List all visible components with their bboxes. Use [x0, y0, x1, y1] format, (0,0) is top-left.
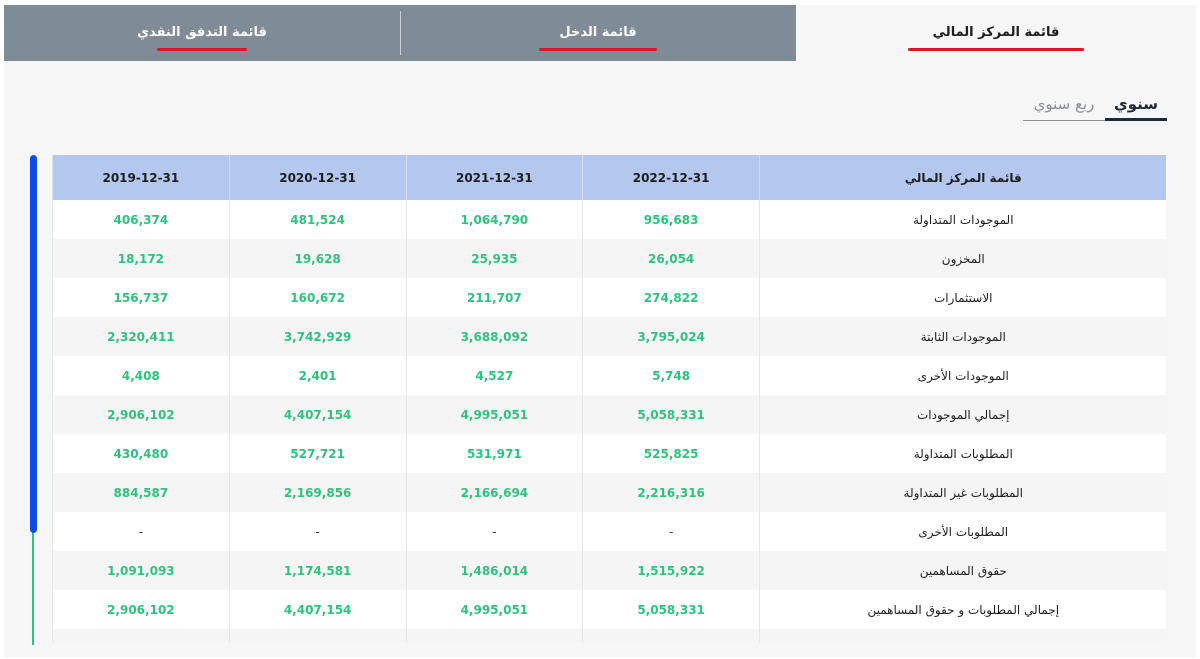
row-value: 2,166,694 [405, 473, 583, 512]
row-value: 2,216,316 [582, 473, 760, 512]
period-annual-tab[interactable]: سنوي [1105, 95, 1167, 121]
scroll-thumb[interactable] [30, 155, 37, 533]
financial-statements-panel: قائمة المركز المالي قائمة الدخل قائمة ال… [4, 5, 1196, 657]
row-value [582, 629, 760, 643]
table-header-row: قائمة المركز المالي 2022-12-31 2021-12-3… [52, 155, 1166, 200]
row-value: 26,054 [582, 239, 760, 278]
table-row: إجمالي الموجودات 5,058,331 4,995,051 4,407,… [52, 395, 1166, 434]
row-value: 430,480 [52, 434, 230, 473]
table-row: المطلوبات غير المتداولة 2,216,316 2,166,69… [52, 473, 1166, 512]
header-date: 2020-12-31 [228, 155, 406, 200]
tab-balance-sheet[interactable]: قائمة المركز المالي [796, 5, 1196, 61]
tab-cash-flow[interactable]: قائمة التدفق النقدي [4, 5, 400, 61]
table-row [52, 629, 1166, 643]
tab-divider [400, 11, 401, 55]
table-row: حقوق المساهمين 1,515,922 1,486,014 1,174,58… [52, 551, 1166, 590]
row-value: 2,906,102 [52, 590, 230, 629]
row-value: 2,906,102 [52, 395, 230, 434]
row-value: 5,058,331 [582, 395, 760, 434]
balance-sheet-table: قائمة المركز المالي 2022-12-31 2021-12-3… [52, 155, 1166, 643]
row-label: الموجودات الثابتة [759, 317, 1166, 356]
row-value: 19,628 [228, 239, 406, 278]
row-value: 4,407,154 [228, 590, 406, 629]
row-value: 1,515,922 [582, 551, 760, 590]
row-value: 2,169,856 [228, 473, 406, 512]
table-row: المطلوبات الأخرى - - - - [52, 512, 1166, 551]
table-row: الموجودات المتداولة 956,683 1,064,790 481,5… [52, 200, 1166, 239]
row-label: المطلوبات غير المتداولة [759, 473, 1166, 512]
row-value: 884,587 [52, 473, 230, 512]
row-value: 3,795,024 [582, 317, 760, 356]
row-value: 2,401 [228, 356, 406, 395]
row-value: 3,688,092 [405, 317, 583, 356]
statement-tabs: قائمة المركز المالي قائمة الدخل قائمة ال… [4, 5, 1196, 61]
row-value: 5,058,331 [582, 590, 760, 629]
row-value: 527,721 [228, 434, 406, 473]
header-date: 2019-12-31 [52, 155, 230, 200]
table-row: المطلوبات المتداولة 525,825 531,971 527,721… [52, 434, 1166, 473]
row-value [52, 629, 230, 643]
row-label: إجمالي الموجودات [759, 395, 1166, 434]
row-label: الموجودات الأخرى [759, 356, 1166, 395]
row-label: الموجودات المتداولة [759, 200, 1166, 239]
tab-active-underline [908, 48, 1084, 51]
row-value: 3,742,929 [228, 317, 406, 356]
row-value: 5,748 [582, 356, 760, 395]
row-value: 4,407,154 [228, 395, 406, 434]
balance-sheet-table-container: قائمة المركز المالي 2022-12-31 2021-12-3… [52, 155, 1166, 643]
row-value: 1,064,790 [405, 200, 583, 239]
row-value: 1,091,093 [52, 551, 230, 590]
table-row: المخزون 26,054 25,935 19,628 18,172 [52, 239, 1166, 278]
row-value: 531,971 [405, 434, 583, 473]
row-value: 4,995,051 [405, 395, 583, 434]
row-label [759, 629, 1166, 643]
row-value: - [228, 512, 406, 551]
row-value: 2,320,411 [52, 317, 230, 356]
row-label: المطلوبات الأخرى [759, 512, 1166, 551]
table-row: إجمالي المطلوبات و حقوق المساهمين 5,058,3… [52, 590, 1166, 629]
row-value [405, 629, 583, 643]
row-label: الاستثمارات [759, 278, 1166, 317]
row-label: إجمالي المطلوبات و حقوق المساهمين [759, 590, 1166, 629]
row-value: 4,995,051 [405, 590, 583, 629]
tab-cash-flow-underline [157, 48, 247, 51]
table-row: الموجودات الأخرى 5,748 4,527 2,401 4,408 [52, 356, 1166, 395]
row-value: 274,822 [582, 278, 760, 317]
tab-income-statement[interactable]: قائمة الدخل [400, 5, 796, 61]
row-label: المطلوبات المتداولة [759, 434, 1166, 473]
row-value: 211,707 [405, 278, 583, 317]
table-body: الموجودات المتداولة 956,683 1,064,790 481,5… [52, 200, 1166, 643]
table-row: الموجودات الثابتة 3,795,024 3,688,092 3,742… [52, 317, 1166, 356]
row-value: 525,825 [582, 434, 760, 473]
row-label: حقوق المساهمين [759, 551, 1166, 590]
row-value: 25,935 [405, 239, 583, 278]
tab-income-statement-label: قائمة الدخل [559, 24, 637, 40]
table-row: الاستثمارات 274,822 211,707 160,672 156,737 [52, 278, 1166, 317]
row-value: - [405, 512, 583, 551]
row-value: 18,172 [52, 239, 230, 278]
row-value [228, 629, 406, 643]
row-value: 156,737 [52, 278, 230, 317]
row-value: 406,374 [52, 200, 230, 239]
row-value: 956,683 [582, 200, 760, 239]
row-value: 1,174,581 [228, 551, 406, 590]
row-value: - [582, 512, 760, 551]
header-date: 2021-12-31 [405, 155, 583, 200]
tab-balance-sheet-label: قائمة المركز المالي [932, 24, 1060, 40]
row-value: 481,524 [228, 200, 406, 239]
row-value: 1,486,014 [405, 551, 583, 590]
period-quarterly-tab[interactable]: ربع سنوي [1023, 95, 1105, 121]
header-date: 2022-12-31 [582, 155, 760, 200]
row-label: المخزون [759, 239, 1166, 278]
tab-cash-flow-label: قائمة التدفق النقدي [137, 24, 267, 40]
header-statement-label: قائمة المركز المالي [759, 155, 1166, 200]
period-toggle: سنوي ربع سنوي [1023, 95, 1167, 123]
tab-income-underline [539, 48, 657, 51]
row-value: 4,527 [405, 356, 583, 395]
row-value: 160,672 [228, 278, 406, 317]
row-value: 4,408 [52, 356, 230, 395]
row-value: - [52, 512, 230, 551]
